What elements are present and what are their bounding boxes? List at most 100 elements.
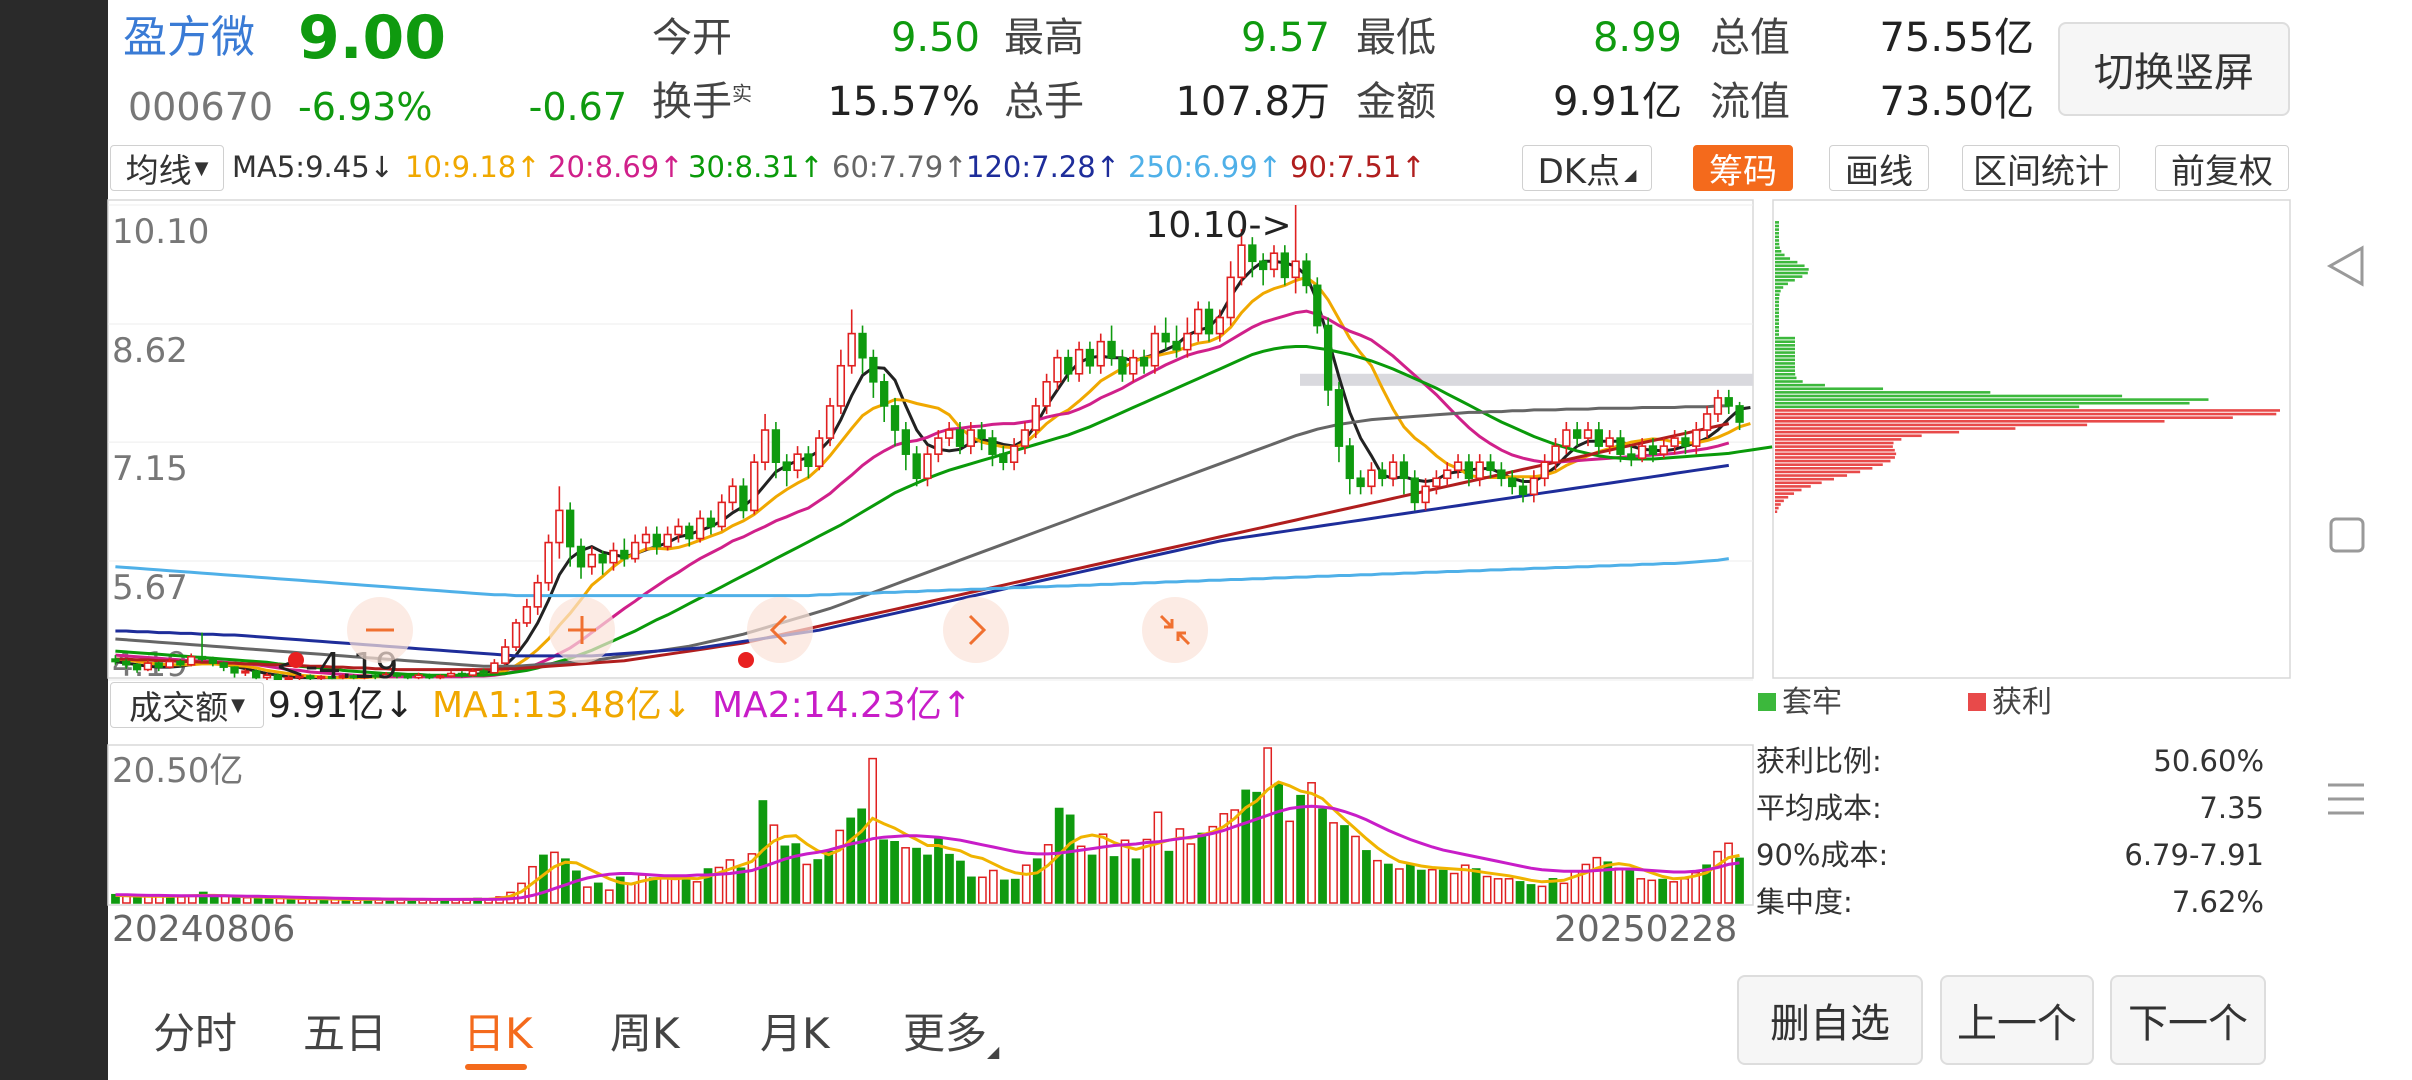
candle-body [1475, 461, 1484, 480]
candle-body [609, 549, 618, 564]
ma-selector[interactable]: 均线 ▼ [110, 145, 224, 191]
stat-label-high: 最高 [1004, 15, 1084, 61]
home-nav-icon[interactable] [2322, 510, 2370, 558]
volume-bar [1153, 811, 1163, 904]
dk-point-button[interactable]: DK点 ◢ [1522, 145, 1652, 192]
volume-bar [1658, 878, 1668, 904]
chip-trapped-bar [1775, 391, 1991, 394]
candle-body [1637, 445, 1647, 459]
previous-button[interactable]: 上一个 [1940, 975, 2094, 1065]
chip-trapped-bar [1775, 224, 1779, 228]
chip-trapped-bar [1775, 347, 1795, 351]
volume-bar [1120, 839, 1130, 904]
volume-bar [1449, 872, 1459, 904]
chip-trapped-bar [1775, 246, 1780, 249]
candle-body [804, 453, 813, 468]
chip-profit-bar [1775, 427, 2016, 430]
volume-bar [879, 839, 888, 904]
volume-bar [747, 853, 757, 904]
tab-monthly-k[interactable]: 月K [760, 1009, 830, 1058]
chips-button[interactable]: 筹码 [1693, 145, 1793, 192]
candle-body [1096, 340, 1105, 367]
price-axis-label: 7.15 [112, 449, 188, 489]
chips-frame [1772, 199, 2291, 679]
candle-body [836, 364, 846, 407]
volume-bar [1493, 878, 1503, 904]
range-stats-button[interactable]: 区间统计 [1962, 145, 2120, 192]
chip-trapped-bar [1775, 329, 1779, 333]
next-button[interactable]: 下一个 [2110, 975, 2266, 1065]
chip-trapped-bar [1775, 242, 1780, 246]
chip-trapped-bar [1775, 380, 1803, 383]
volume-bar [824, 850, 834, 904]
candle-body [1583, 429, 1593, 439]
volume-bar [791, 843, 801, 904]
volume-bar [802, 863, 812, 904]
candle-body [544, 541, 553, 584]
signal-dot [738, 652, 754, 668]
stock-name[interactable]: 盈方微 [123, 12, 255, 63]
chip-trapped-bar [1775, 336, 1795, 340]
volume-ma1: MA1:13.48亿↓ [432, 685, 692, 726]
volume-bar [198, 891, 208, 904]
chip-trapped-bar [1775, 351, 1795, 354]
candle-body [143, 662, 153, 671]
candle-body [1410, 477, 1419, 504]
candle-body [999, 453, 1008, 463]
active-tab-indicator [465, 1064, 527, 1070]
chip-profit-bar [1775, 492, 1795, 495]
tab-more[interactable]: 更多◢ [903, 1009, 1000, 1061]
recent-apps-nav-icon[interactable] [2322, 775, 2370, 823]
tab-daily-k[interactable]: 日K [463, 1009, 533, 1058]
candle-body [1378, 469, 1387, 480]
kline-frame [107, 199, 1754, 679]
candle-body [219, 662, 228, 668]
candle-body [1248, 244, 1257, 263]
volume-indicator-selector[interactable]: 成交额 ▼ [110, 682, 264, 728]
candle-body [988, 437, 997, 455]
chip-trapped-bar [1775, 401, 2190, 405]
switch-portrait-button[interactable]: 切换竖屏 [2058, 22, 2290, 116]
candle-body [154, 662, 163, 668]
candle-body [1464, 461, 1474, 480]
remove-watchlist-button[interactable]: 删自选 [1737, 975, 1923, 1065]
candle-body [1280, 252, 1289, 279]
volume-bar [111, 893, 120, 904]
chip-profit-bar [1775, 430, 1960, 434]
tab-five-day[interactable]: 五日 [303, 1009, 388, 1058]
volume-bar [1548, 878, 1558, 904]
chip-profit-bar [1775, 452, 1897, 456]
volume-bar [1307, 782, 1316, 904]
volume-bar [1592, 856, 1602, 904]
stat-value-amount: 9.91亿 [1552, 79, 1682, 125]
candle-body [208, 658, 218, 664]
tab-weekly-k[interactable]: 周K [610, 1009, 680, 1058]
volume-bar [1296, 794, 1305, 904]
chip-trapped-bar [1775, 344, 1795, 347]
candle-body [392, 673, 402, 677]
volume-bar [1427, 868, 1437, 904]
chart-left-control [747, 597, 813, 663]
tab-intraday[interactable]: 分时 [153, 1009, 238, 1058]
draw-line-button[interactable]: 画线 [1829, 145, 1929, 192]
volume-bar [1142, 838, 1152, 904]
chip-trapped-bar [1775, 300, 1780, 304]
profit-legend-swatch [1968, 693, 1986, 711]
chip-trapped-bar [1775, 358, 1795, 362]
chip-profit-bar [1775, 419, 2165, 423]
chip-profit-bar [1775, 441, 1894, 445]
volume-bar [604, 889, 614, 904]
chip-profit-bar [1775, 434, 1922, 438]
avg-cost-value: 7.35 [2199, 791, 2264, 825]
candle-body [1053, 356, 1062, 383]
candle-body [1345, 445, 1354, 480]
candle-body [1323, 324, 1333, 391]
candle-body [652, 533, 661, 548]
change-value: -0.67 [528, 85, 627, 129]
volume-bar [780, 845, 790, 904]
back-nav-icon[interactable] [2322, 242, 2370, 290]
adjust-button[interactable]: 前复权 [2155, 145, 2289, 192]
candle-body [880, 381, 889, 407]
chip-trapped-bar [1775, 297, 1780, 300]
